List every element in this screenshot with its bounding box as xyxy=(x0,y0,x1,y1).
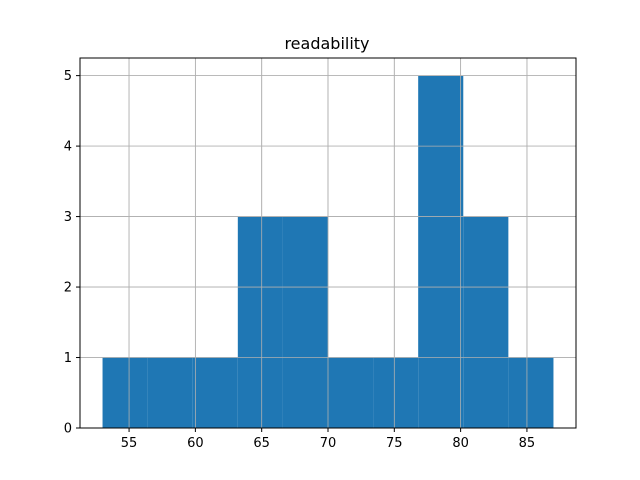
histogram-bar xyxy=(373,357,419,428)
y-tick-label: 0 xyxy=(64,422,72,437)
histogram-bar xyxy=(508,357,554,428)
histogram-bar xyxy=(147,357,193,428)
x-tick-label: 65 xyxy=(253,436,270,451)
chart-title: readability xyxy=(284,34,369,53)
x-tick-label: 70 xyxy=(320,436,337,451)
y-tick-label: 3 xyxy=(64,210,72,225)
y-tick-label: 1 xyxy=(64,351,72,366)
histogram-bar xyxy=(418,75,464,428)
histogram-bar xyxy=(237,216,283,428)
y-tick-label: 5 xyxy=(64,69,72,84)
x-tick-label: 55 xyxy=(121,436,138,451)
x-tick-label: 75 xyxy=(386,436,403,451)
x-tick-label: 80 xyxy=(452,436,469,451)
x-tick-label: 60 xyxy=(187,436,204,451)
histogram-bar xyxy=(463,216,509,428)
bars xyxy=(102,75,554,428)
histogram-bar xyxy=(328,357,374,428)
histogram-bar xyxy=(192,357,238,428)
axes: 55 60 65 70 75 80 85 0 1 2 3 4 5 xyxy=(64,57,577,451)
histogram-bar xyxy=(282,216,328,428)
x-tick-label: 85 xyxy=(519,436,536,451)
histogram-bar xyxy=(102,357,148,428)
y-tick-label: 4 xyxy=(64,140,72,155)
y-tick-label: 2 xyxy=(64,281,72,296)
